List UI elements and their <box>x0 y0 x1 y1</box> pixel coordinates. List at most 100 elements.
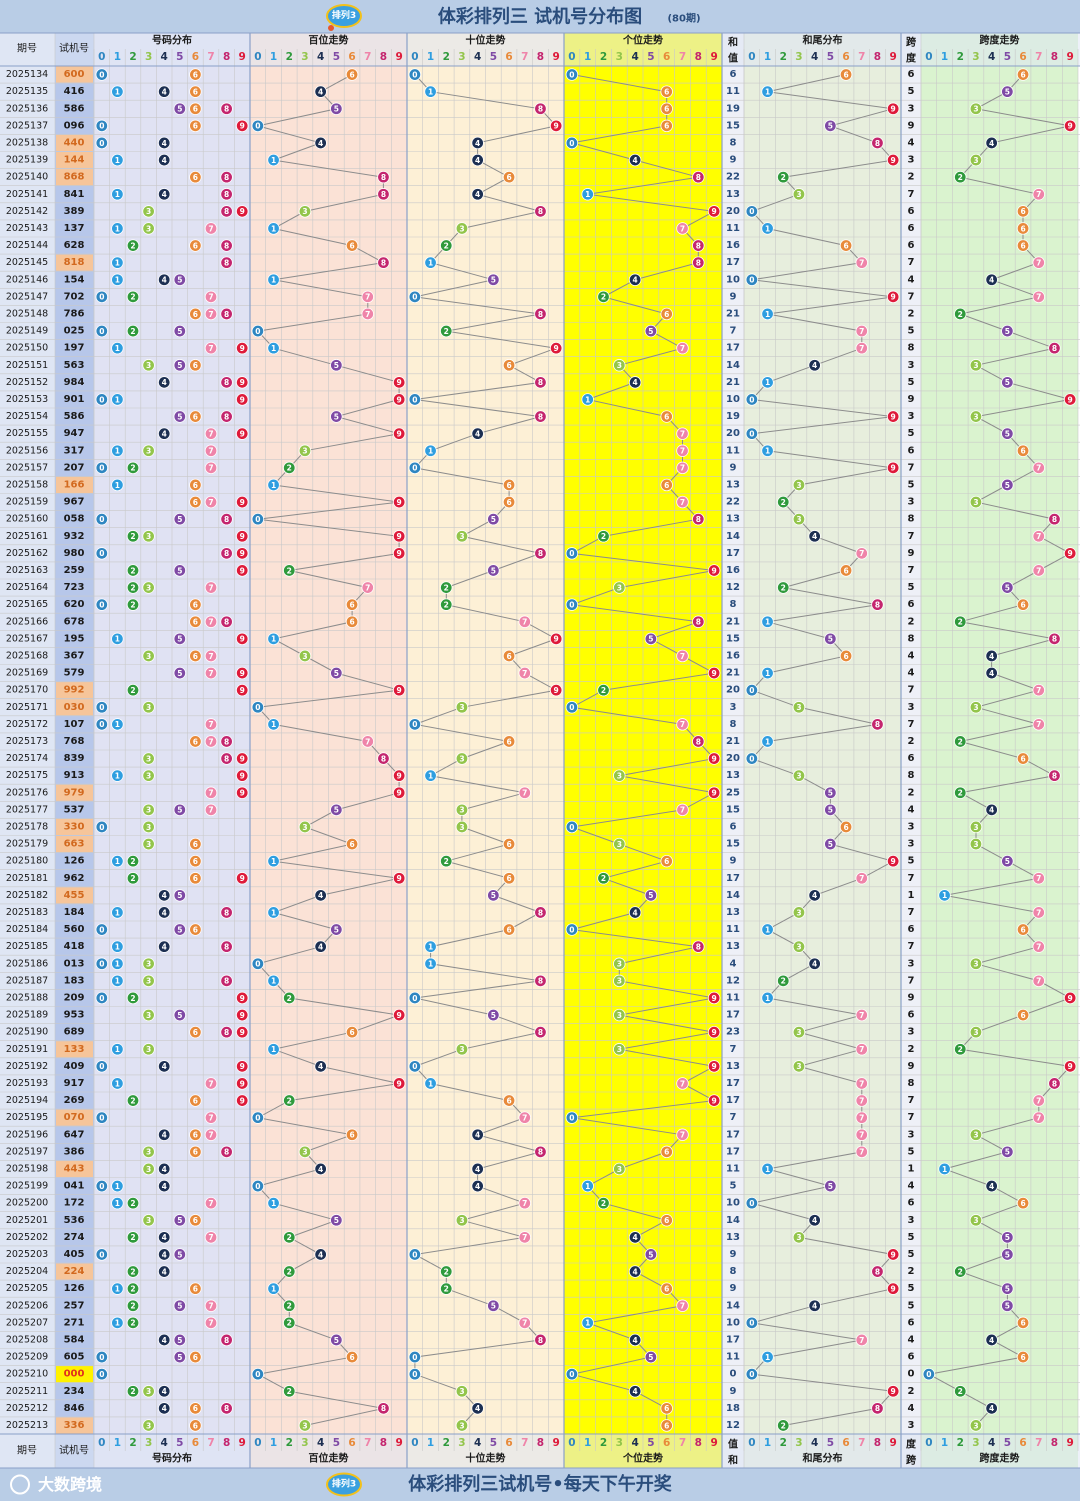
sumtail-ball-2025170-label: 0 <box>749 686 754 695</box>
row-2025191: 2025191 133 1 3 1 3 3 7 7 2 2 <box>6 1041 967 1058</box>
period-2025177: 2025177 <box>6 804 48 815</box>
sum-value-2025201: 14 <box>726 1215 740 1226</box>
dist-ball-2025184-0-label: 0 <box>99 925 104 934</box>
span-value-2025174: 6 <box>908 753 915 764</box>
top-header-tail-digit-0: 0 <box>748 51 755 63</box>
dist-ball-2025167-1 <box>111 632 124 646</box>
sumtail-ball-2025187 <box>777 974 790 988</box>
span-value-2025166: 2 <box>908 616 915 627</box>
period-2025139: 2025139 <box>6 155 48 166</box>
units-ball-2025188-label: 9 <box>711 994 716 1003</box>
tens-ball-2025137 <box>549 119 563 133</box>
tens-ball-2025176-label: 7 <box>522 789 527 798</box>
sumtail-ball-2025172-label: 8 <box>875 720 880 729</box>
tens-ball-2025160 <box>487 512 500 526</box>
span-value-2025138: 4 <box>908 137 915 148</box>
span-ball-2025155 <box>1001 427 1014 440</box>
dist-ball-2025181-9-label: 9 <box>240 874 245 883</box>
dist-ball-2025138-0 <box>95 136 109 150</box>
row-2025166: 2025166 678 6 7 8 6 7 8 21 1 2 2 <box>6 615 967 628</box>
dist-ball-2025211-4-label: 4 <box>162 1387 167 1396</box>
sumtail-ball-2025191 <box>855 1043 868 1056</box>
dist-ball-2025192-0-label: 0 <box>99 1062 104 1071</box>
sumtail-ball-2025140 <box>777 170 790 184</box>
units-ball-2025189 <box>613 1008 626 1022</box>
dist-ball-2025160-8 <box>220 512 233 526</box>
hundreds-ball-2025155 <box>392 427 406 440</box>
dist-ball-2025199-0-label: 0 <box>99 1182 104 1191</box>
dist-ball-2025181-6 <box>189 872 202 885</box>
sum-value-2025155: 20 <box>726 428 740 439</box>
tens-ball-2025184-label: 6 <box>506 925 511 934</box>
span-ball-2025203 <box>1001 1248 1014 1261</box>
hundreds-ball-2025165 <box>345 598 359 611</box>
units-ball-2025155 <box>676 427 689 440</box>
tens-ball-2025196-label: 4 <box>475 1131 480 1140</box>
period-2025183: 2025183 <box>6 907 48 918</box>
span-ball-2025181-label: 7 <box>1036 874 1041 883</box>
dist-ball-2025153-9-label: 9 <box>240 395 245 404</box>
dist-ball-2025140-6-label: 6 <box>193 173 198 182</box>
span-ball-2025162-label: 9 <box>1068 549 1073 558</box>
bottom-header-sptr-digit-9: 9 <box>1066 1437 1073 1449</box>
units-ball-2025156-label: 7 <box>680 447 685 456</box>
hundreds-ball-2025210 <box>251 1367 265 1381</box>
tens-ball-2025135 <box>424 85 437 98</box>
tens-ball-2025140 <box>502 170 516 184</box>
units-ball-2025209 <box>644 1350 658 1364</box>
bottom-header-tail-digit-6: 6 <box>842 1437 849 1449</box>
hundreds-ball-2025201-label: 5 <box>334 1216 339 1225</box>
dist-ball-2025178-3-label: 3 <box>146 823 151 832</box>
hundreds-ball-2025171-label: 0 <box>255 703 260 712</box>
units-ball-2025161 <box>597 530 610 543</box>
sum-value-2025169: 21 <box>726 668 740 679</box>
dist-ball-2025151-6 <box>189 359 202 372</box>
units-ball-2025156 <box>676 444 689 457</box>
tens-ball-2025155 <box>471 427 484 440</box>
span-value-2025177: 4 <box>908 804 915 815</box>
dist-ball-2025191-3 <box>142 1043 155 1056</box>
trial-number-2025169: 579 <box>64 668 85 679</box>
sum-value-2025192: 13 <box>726 1061 740 1072</box>
period-2025143: 2025143 <box>6 223 48 234</box>
dist-ball-2025198-3-label: 3 <box>146 1165 151 1174</box>
trial-number-2025152: 984 <box>64 377 85 388</box>
row-2025193: 2025193 917 91 7 9 1 7 17 7 8 8 <box>6 1077 1061 1090</box>
dist-ball-2025160-0 <box>95 512 109 526</box>
row-2025195: 2025195 070 0 7 0 7 0 7 7 7 7 <box>6 1109 1045 1126</box>
dist-ball-2025135-1-label: 1 <box>115 87 120 96</box>
dist-ball-2025190-9 <box>235 1025 249 1039</box>
tens-ball-2025163 <box>487 564 500 577</box>
sum-value-2025181: 17 <box>726 873 740 884</box>
tens-ball-2025195-label: 7 <box>522 1113 527 1122</box>
span-ball-2025185 <box>1032 940 1045 953</box>
tens-ball-2025157-label: 0 <box>412 464 417 473</box>
trial-number-2025202: 274 <box>64 1232 85 1243</box>
bottom-header-sptr-digit-0: 0 <box>925 1437 932 1449</box>
hundreds-ball-2025135-label: 4 <box>318 87 323 96</box>
top-header-tail-digit-6: 6 <box>842 51 849 63</box>
trial-number-2025212: 846 <box>64 1403 85 1414</box>
dist-ball-2025165-0 <box>95 598 109 611</box>
sumtail-ball-2025159 <box>777 495 790 509</box>
hundreds-ball-2025191-label: 1 <box>271 1045 276 1054</box>
hundreds-ball-2025186 <box>251 957 265 970</box>
units-ball-2025138 <box>565 136 579 150</box>
sum-value-2025194: 17 <box>726 1095 740 1106</box>
span-value-2025165: 6 <box>908 599 915 610</box>
units-ball-2025144 <box>692 239 705 252</box>
sumtail-ball-2025148-label: 1 <box>765 310 770 319</box>
sumtail-ball-2025200-label: 0 <box>749 1199 754 1208</box>
dist-ball-2025201-3-label: 3 <box>146 1216 151 1225</box>
dist-ball-2025166-8 <box>220 615 233 628</box>
dist-ball-2025139-4 <box>157 153 171 167</box>
units-ball-2025173-label: 8 <box>696 737 701 746</box>
sumtail-ball-2025161-label: 4 <box>812 532 817 541</box>
row-2025167: 2025167 195 1 95 1 9 5 15 5 8 8 <box>6 632 1061 646</box>
dist-ball-2025166-7-label: 7 <box>208 618 213 627</box>
dist-ball-2025156-3 <box>142 444 155 457</box>
sumtail-ball-2025198-label: 1 <box>765 1165 770 1174</box>
units-ball-2025135 <box>660 85 673 98</box>
sumtail-ball-2025154 <box>886 410 900 423</box>
units-ball-2025182 <box>644 889 658 902</box>
